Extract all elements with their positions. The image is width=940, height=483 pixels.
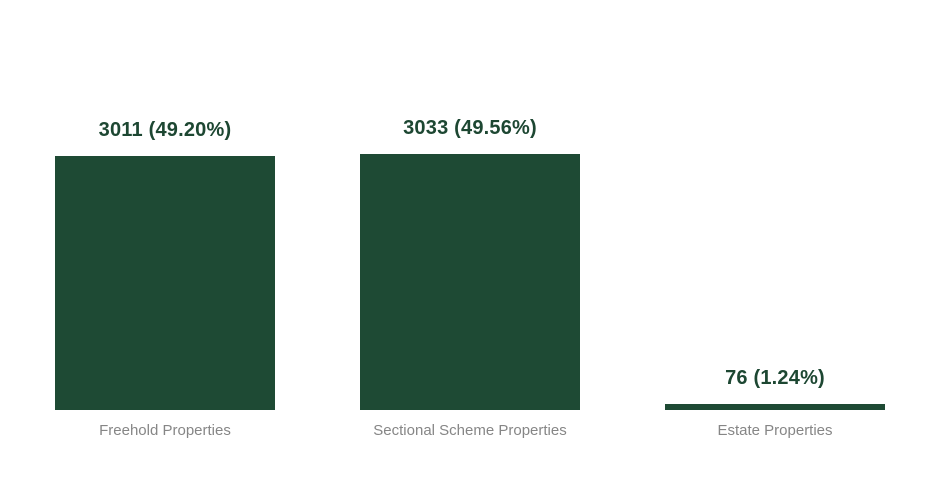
bar-area: 3011 (49.20%) [55,0,275,410]
bar-area: 3033 (49.56%) [360,0,580,410]
category-label-sectional-scheme: Sectional Scheme Properties [373,422,567,439]
bar-area: 76 (1.24%) [665,0,885,410]
value-label-estate: 76 (1.24%) [725,367,825,389]
value-label-freehold: 3011 (49.20%) [98,119,232,141]
bar-group-freehold: 3011 (49.20%) Freehold Properties [55,0,275,483]
category-label-estate: Estate Properties [717,422,833,439]
bar-freehold[interactable] [55,156,275,410]
bar-group-sectional-scheme: 3033 (49.56%) Sectional Scheme Propertie… [360,0,580,483]
value-label-sectional-scheme: 3033 (49.56%) [403,117,537,139]
bar-estate[interactable] [665,404,885,410]
bar-group-estate: 76 (1.24%) Estate Properties [665,0,885,483]
bar-sectional-scheme[interactable] [360,154,580,410]
category-label-freehold: Freehold Properties [99,422,231,439]
